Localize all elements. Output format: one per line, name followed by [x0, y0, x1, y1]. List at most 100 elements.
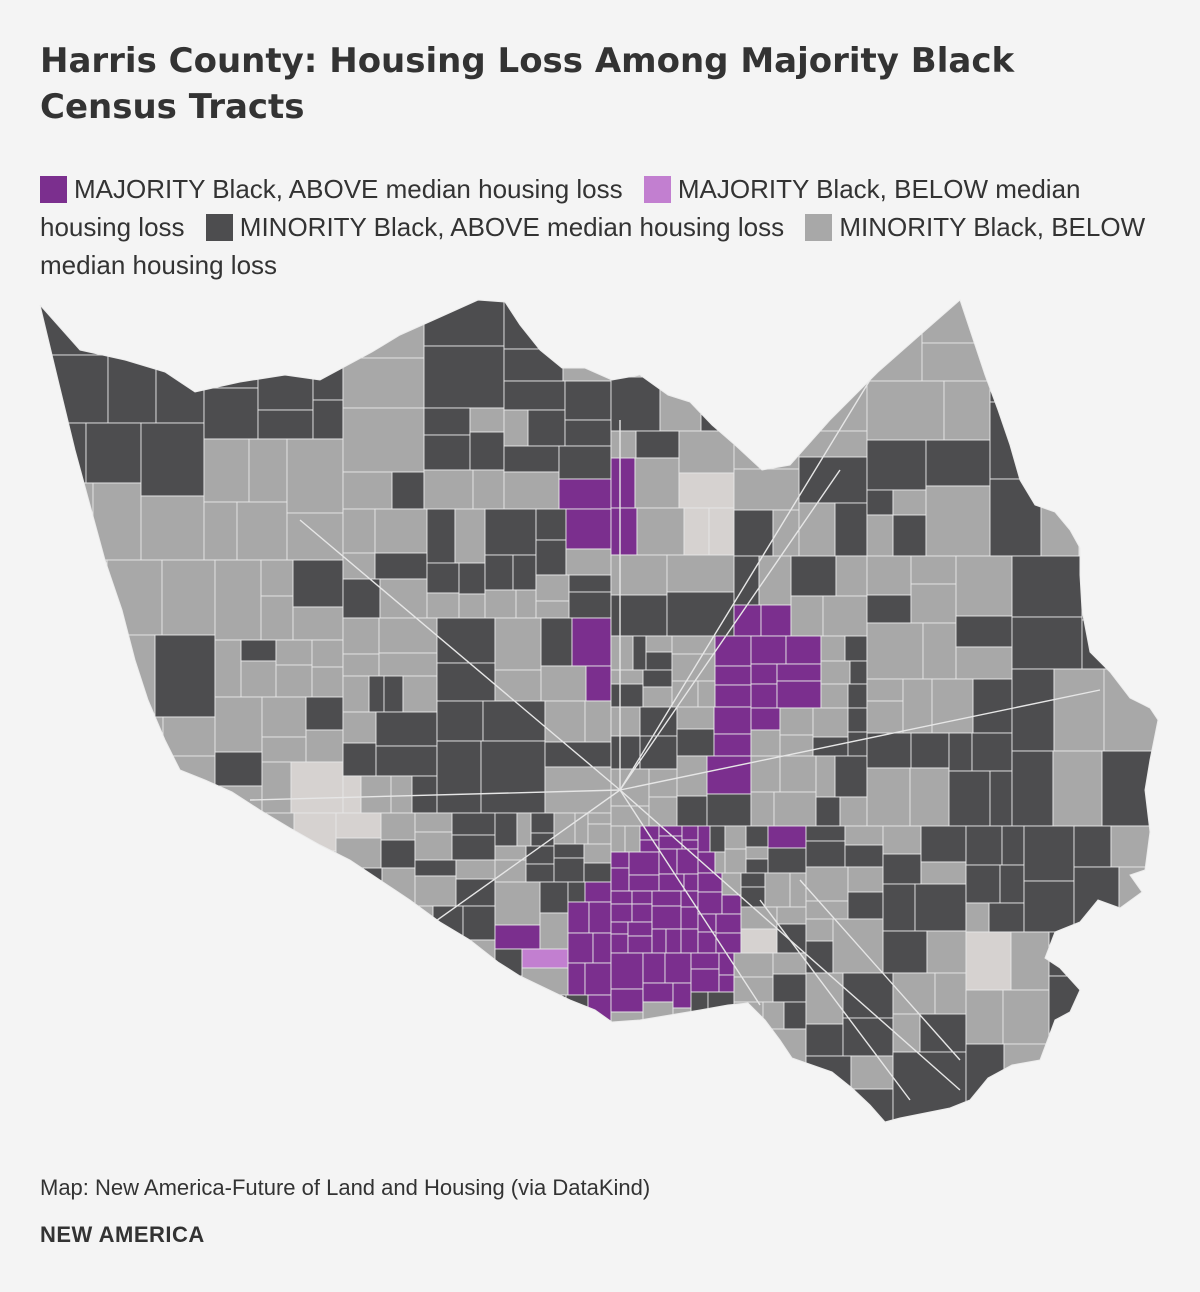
census-tract — [690, 1077, 735, 1122]
census-tract — [795, 357, 868, 432]
census-tract — [733, 468, 800, 511]
census-tract — [634, 457, 680, 509]
census-tract — [1001, 825, 1025, 866]
census-tract — [610, 1078, 661, 1122]
census-tract — [1103, 668, 1158, 752]
census-tract — [260, 595, 294, 641]
census-tract — [666, 554, 735, 593]
census-tract — [494, 881, 541, 926]
census-tract — [261, 761, 292, 814]
census-tract — [161, 559, 216, 636]
census-tract — [690, 1028, 728, 1054]
census-tract — [424, 1027, 468, 1067]
census-tract — [842, 972, 894, 1019]
census-tract — [342, 617, 380, 655]
census-tract — [989, 478, 1042, 557]
census-tract — [305, 729, 344, 763]
census-tract — [910, 555, 957, 585]
census-tract — [1088, 1094, 1158, 1122]
census-tract — [565, 548, 612, 576]
census-tract — [494, 617, 542, 671]
census-tract — [424, 994, 456, 1029]
census-tract — [203, 501, 238, 561]
census-tract — [424, 1065, 452, 1100]
brand-name: NEW AMERICA — [40, 1222, 205, 1247]
census-tract — [666, 591, 735, 637]
census-tract — [214, 696, 263, 753]
census-tract — [40, 1066, 104, 1122]
census-tract — [157, 1077, 225, 1122]
census-tract — [503, 471, 560, 510]
census-tract — [423, 300, 505, 347]
census-tract — [610, 683, 644, 708]
census-tract — [892, 514, 927, 557]
census-tract — [391, 471, 425, 510]
census-tract — [764, 1092, 807, 1122]
census-tract — [610, 825, 626, 853]
census-tract — [378, 652, 438, 677]
census-tract — [293, 812, 337, 852]
census-tract — [866, 439, 927, 491]
census-tract — [948, 732, 973, 772]
census-tract — [548, 1020, 573, 1058]
census-tract — [610, 903, 633, 923]
census-tract — [610, 988, 644, 1013]
census-tract — [548, 994, 567, 1022]
census-tract — [866, 678, 904, 702]
census-tract — [201, 935, 256, 991]
census-tract — [342, 711, 377, 744]
road-line — [249, 789, 621, 801]
census-tract — [558, 478, 612, 510]
census-tract — [491, 1093, 528, 1122]
census-tract — [645, 651, 673, 671]
census-tract — [372, 1088, 426, 1122]
census-tract — [892, 1013, 921, 1053]
census-tract — [624, 825, 641, 853]
census-tract — [214, 639, 242, 698]
census-tract — [342, 742, 377, 777]
census-tract — [224, 844, 263, 898]
census-tract — [379, 578, 428, 619]
census-tract — [706, 793, 752, 827]
census-tract — [254, 929, 294, 968]
legend-item-minority-above: MINORITY Black, ABOVE median housing los… — [205, 212, 784, 242]
census-tract — [790, 555, 837, 597]
road-line — [619, 469, 841, 791]
census-tract — [697, 872, 723, 893]
census-tract — [934, 972, 967, 1015]
census-tract — [1073, 866, 1120, 933]
census-tract — [257, 409, 314, 440]
census-tract — [154, 300, 205, 348]
census-tract — [651, 905, 682, 930]
census-tract — [726, 1028, 766, 1079]
census-tract — [163, 812, 200, 865]
census-tract — [948, 770, 991, 827]
census-tract — [535, 539, 567, 576]
census-tract — [539, 881, 569, 914]
census-tract — [494, 859, 527, 883]
census-tract — [458, 562, 486, 595]
census-tract — [240, 639, 277, 662]
census-tract — [834, 755, 868, 798]
census-tract — [494, 812, 518, 847]
census-tract — [645, 635, 673, 653]
census-tract — [484, 589, 517, 619]
legend-swatch-majority-above — [40, 176, 67, 203]
census-tract — [773, 791, 817, 827]
census-tract — [423, 345, 505, 409]
census-tract — [311, 666, 344, 698]
census-tract — [203, 387, 259, 440]
census-tract — [312, 399, 344, 440]
census-tract — [707, 991, 735, 1030]
census-tract — [163, 935, 203, 991]
census-tract — [910, 583, 957, 624]
census-tract — [610, 867, 630, 892]
census-tract — [798, 502, 836, 557]
census-tract — [610, 735, 641, 770]
census-tract — [882, 853, 922, 885]
census-tract — [203, 438, 250, 503]
census-tract — [1023, 880, 1075, 933]
census-tract — [214, 559, 262, 641]
census-tract — [553, 857, 585, 883]
census-tract — [847, 707, 868, 733]
